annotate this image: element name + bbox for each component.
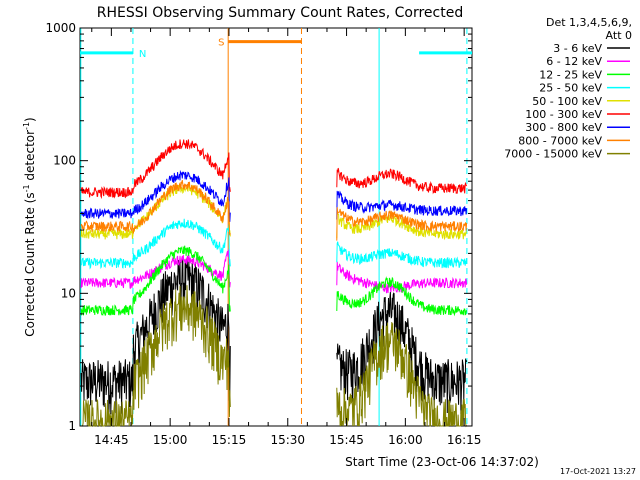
legend-entry-label: 7000 - 15000 keV	[504, 148, 602, 161]
x-tick-label: 15:15	[212, 433, 247, 447]
flag-label: S	[218, 38, 224, 49]
legend-header-line2: Att 0	[606, 29, 632, 42]
series-line-post-gap	[336, 207, 468, 241]
y-axis-label-sup2: -1	[22, 122, 31, 130]
legend-entry-label: 6 - 12 keV	[546, 55, 602, 68]
series-line-pre-gap	[80, 257, 231, 415]
legend-entry-label: 12 - 25 keV	[539, 68, 602, 81]
legend-entry-label: 300 - 800 keV	[525, 121, 602, 134]
legend-entry-label: 50 - 100 keV	[532, 95, 602, 108]
x-tick-label: 16:00	[388, 433, 423, 447]
legend-entry-label: 25 - 50 keV	[539, 82, 602, 95]
series-line-pre-gap	[80, 179, 231, 236]
series-line-pre-gap	[81, 218, 231, 270]
legend-entry-label: 100 - 300 keV	[525, 108, 602, 121]
series-line-pre-gap	[80, 139, 231, 200]
series-line-pre-gap	[80, 245, 231, 316]
series-line-pre-gap	[80, 169, 231, 222]
chart-title: RHESSI Observing Summary Count Rates, Co…	[97, 5, 463, 21]
y-axis-label-sup1: -1	[22, 184, 31, 192]
x-tick-label: 16:15	[447, 433, 482, 447]
y-axis: 1000 100 10 1	[45, 21, 472, 433]
y-axis-label: Corrected Count Rate (s-1 detector-1)	[22, 117, 37, 336]
series-line-post-gap	[336, 276, 468, 317]
series-line-post-gap	[336, 291, 468, 415]
series-line-post-gap	[336, 190, 468, 220]
legend-entry-label: 800 - 7000 keV	[518, 134, 602, 147]
series-line-pre-gap	[81, 285, 231, 427]
x-axis: 14:45 15:00 15:15 15:30 15:45 16:00 16:15	[91, 28, 482, 447]
x-tick-label: 15:00	[153, 433, 188, 447]
series-line-post-gap	[336, 212, 468, 241]
x-tick-label: 15:30	[270, 433, 305, 447]
y-tick-label: 1000	[45, 21, 76, 35]
series-line-post-gap	[336, 167, 468, 195]
y-axis-label-mid: detector	[23, 130, 37, 185]
x-tick-label: 14:45	[94, 433, 129, 447]
y-axis-label-end: )	[23, 117, 37, 122]
plot-area: NS	[79, 27, 473, 428]
y-tick-label: 100	[53, 154, 76, 168]
y-tick-label: 1	[68, 419, 76, 433]
x-tick-label: 15:45	[329, 433, 364, 447]
series-layer	[80, 139, 468, 428]
flag-label: N	[139, 49, 146, 60]
y-tick-label: 10	[61, 286, 76, 300]
flags-layer: NS	[80, 38, 472, 60]
y-axis-label-main: Corrected Count Rate (s	[23, 192, 37, 336]
series-line-post-gap	[336, 241, 468, 269]
legend-header-line1: Det 1,3,4,5,6,9,	[546, 16, 632, 29]
footer-timestamp: 17-Oct-2021 13:27	[560, 467, 636, 476]
series-line-post-gap	[336, 321, 468, 428]
legend-entry-label: 3 - 6 keV	[553, 42, 602, 55]
x-axis-label: Start Time (23-Oct-06 14:37:02)	[345, 455, 539, 469]
